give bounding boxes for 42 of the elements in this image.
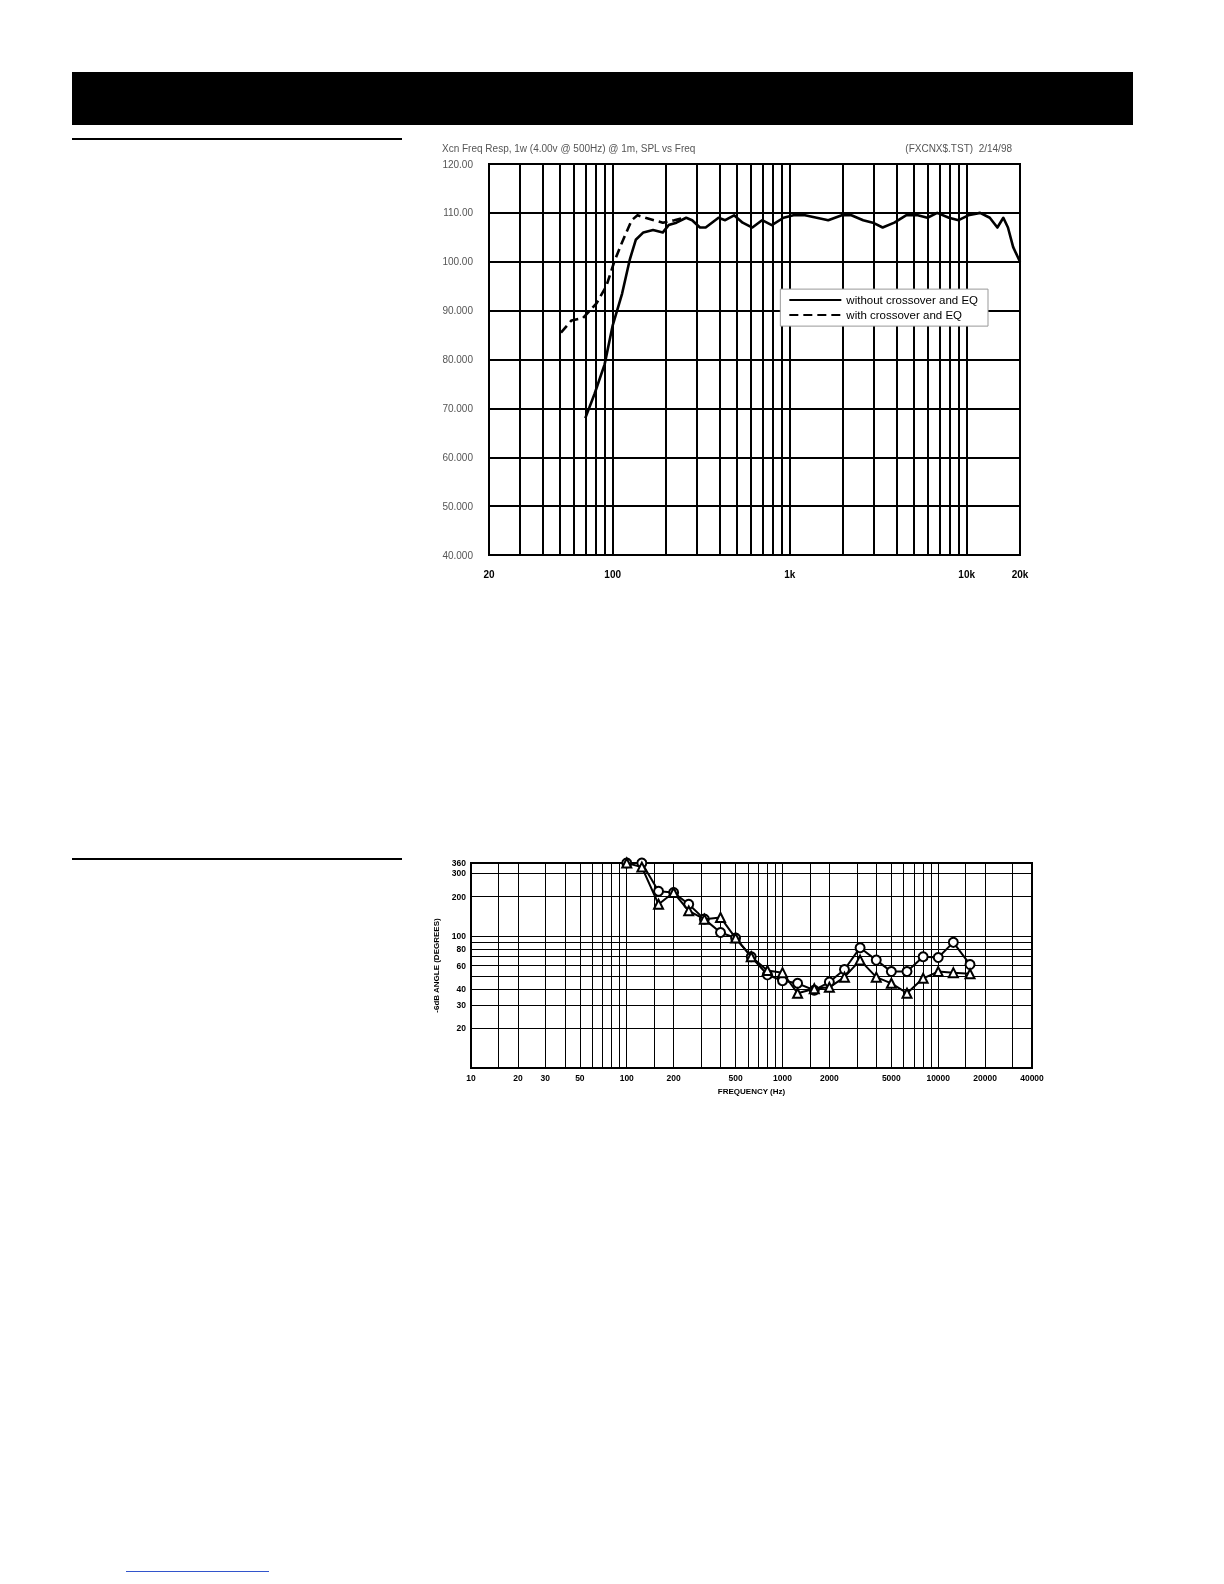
y-tick-label: 90.000: [442, 305, 474, 317]
x-tick-label: 20: [513, 1072, 523, 1083]
y-tick-label: 110.00: [443, 207, 474, 219]
y-tick-label: 100: [451, 931, 467, 942]
y-tick-label: 300: [451, 868, 467, 879]
x-tick-label: 10: [466, 1072, 476, 1083]
x-tick-label: 500: [728, 1072, 743, 1083]
y-tick-label: 60: [456, 960, 467, 971]
y-tick-label: 40: [456, 983, 467, 994]
y-tick-label: 20: [456, 1023, 467, 1034]
x-tick-label: 50: [575, 1072, 585, 1083]
y-tick-label: 30: [456, 1000, 467, 1011]
y-tick-label: 80.000: [442, 354, 474, 365]
y-tick-label: 120.00: [442, 158, 474, 170]
y-tick-label: 50.000: [442, 500, 474, 512]
y-tick-label: 70.000: [442, 402, 474, 414]
y-tick-label: 40.000: [442, 549, 474, 561]
y-tick-label: 200: [451, 891, 467, 902]
x-tick-label: 20k: [1011, 568, 1029, 580]
x-tick-label: 100: [604, 568, 622, 580]
x-tick-label: 10000: [926, 1072, 951, 1083]
x-tick-label: 30: [540, 1072, 551, 1083]
y-tick-label: 360: [451, 858, 467, 868]
y-tick-label: 60.000: [442, 451, 474, 463]
x-tick-label: 5000: [881, 1072, 902, 1083]
x-tick-label: 20: [483, 568, 495, 580]
x-tick-label: 200: [666, 1072, 681, 1083]
y-tick-label: 80: [456, 944, 467, 955]
x-axis-title: FREQUENCY (Hz): [717, 1086, 786, 1096]
chart-title: Xcn Freq Resp, 1w (4.00v @ 500Hz) @ 1m, SPL vs Freq: [442, 142, 696, 154]
legend-label: with crossover and EQ: [845, 309, 963, 322]
x-tick-label: 20000: [973, 1072, 998, 1083]
x-tick-label: 40000: [1020, 1072, 1045, 1083]
x-tick-label: 1000: [773, 1072, 793, 1083]
x-tick-label: 1k: [784, 568, 796, 580]
y-axis-title: -6dB ANGLE (DEGREES): [432, 918, 442, 1013]
x-tick-label: 10k: [958, 568, 976, 580]
y-tick-label: 100.00: [442, 256, 474, 268]
legend-label: without crossover and EQ: [845, 294, 979, 307]
x-tick-label: 2000: [819, 1072, 840, 1083]
x-tick-label: 100: [619, 1072, 635, 1083]
text: (FXCNX$.TST) 2/14/98: [905, 142, 1013, 154]
